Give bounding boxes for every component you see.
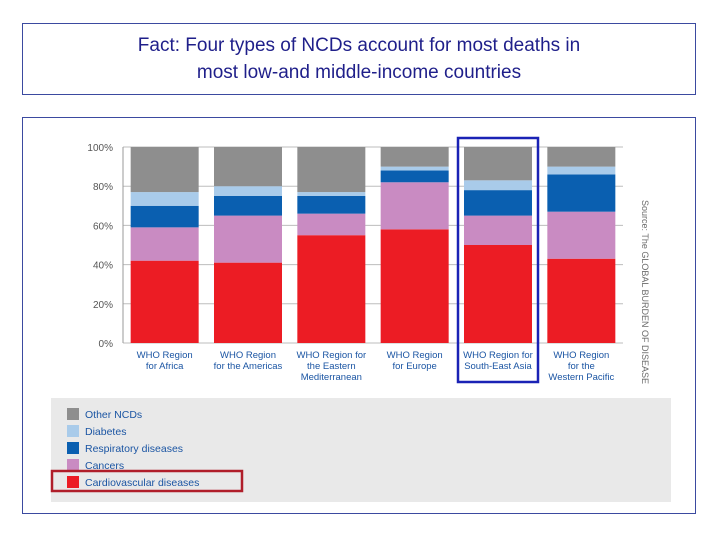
legend-label-cardiovascular-diseases: Cardiovascular diseases bbox=[85, 477, 199, 489]
legend-label-other-ncds: Other NCDs bbox=[85, 409, 142, 421]
x-tick-label: the Eastern bbox=[307, 361, 356, 372]
bar-segment-cardiovascular-diseases bbox=[380, 229, 449, 343]
bar-segment-other-ncds bbox=[297, 147, 366, 193]
bar-segment-cancers bbox=[297, 213, 366, 236]
bar-segment-respiratory-diseases bbox=[214, 196, 282, 216]
bar-segment-other-ncds bbox=[464, 147, 532, 181]
legend-swatch-cardiovascular-diseases bbox=[67, 476, 79, 488]
bar-segment-cardiovascular-diseases bbox=[297, 235, 366, 343]
bar-segment-diabetes bbox=[297, 192, 366, 196]
x-tick-label: WHO Region for bbox=[296, 350, 366, 361]
legend-swatch-diabetes bbox=[67, 425, 79, 437]
x-tick-label: South-East Asia bbox=[464, 361, 532, 372]
bar-segment-cancers bbox=[464, 215, 532, 245]
bar-segment-diabetes bbox=[214, 186, 282, 196]
x-tick-label: WHO Region bbox=[220, 350, 276, 361]
x-tick-label: for Africa bbox=[146, 361, 184, 372]
title-line-1: Fact: Four types of NCDs account for mos… bbox=[137, 35, 581, 56]
bar-segment-other-ncds bbox=[380, 147, 449, 167]
bar-segment-cancers bbox=[547, 211, 616, 259]
legend-label-respiratory-diseases: Respiratory diseases bbox=[85, 443, 183, 455]
bar-segment-diabetes bbox=[547, 166, 616, 175]
bar-segment-respiratory-diseases bbox=[547, 174, 616, 212]
highlight-box-column bbox=[456, 136, 540, 384]
title-line-2: most low-and middle-income countries bbox=[196, 62, 522, 83]
legend-background bbox=[51, 398, 671, 502]
y-tick-label: 60% bbox=[93, 221, 113, 232]
bar-segment-cancers bbox=[380, 182, 449, 230]
x-tick-label: WHO Region for bbox=[463, 350, 533, 361]
source-note: Source: The GLOBAL BURDEN OF DISEASE bbox=[640, 200, 650, 384]
slide-title: Fact: Four types of NCDs account for mos… bbox=[22, 23, 696, 95]
legend-label-diabetes: Diabetes bbox=[85, 426, 126, 438]
legend-swatch-cancers bbox=[67, 459, 79, 471]
x-tick-label: for the Americas bbox=[214, 361, 283, 372]
legend-label-cancers: Cancers bbox=[85, 460, 124, 472]
bar-segment-diabetes bbox=[464, 180, 532, 191]
x-tick-label: WHO Region bbox=[387, 350, 443, 361]
bar-segment-respiratory-diseases bbox=[464, 190, 532, 216]
bar-segment-cancers bbox=[130, 227, 199, 261]
bar-segment-cardiovascular-diseases bbox=[464, 245, 532, 343]
highlight-box-legend bbox=[50, 469, 244, 493]
bar-segment-diabetes bbox=[380, 166, 449, 171]
bar-segment-respiratory-diseases bbox=[380, 170, 449, 183]
x-tick-label: for the bbox=[568, 361, 595, 372]
bar-segment-cardiovascular-diseases bbox=[547, 258, 616, 343]
plot-background bbox=[121, 138, 631, 394]
y-tick-label: 40% bbox=[93, 261, 113, 272]
y-tick-label: 0% bbox=[99, 339, 114, 350]
y-tick-label: 100% bbox=[87, 143, 113, 154]
chart-frame: 0% 20% 40% 60% 80% 100% WHO Region for Africa WH… bbox=[22, 117, 696, 514]
bar-segment-cancers bbox=[214, 215, 282, 263]
bar-segment-cardiovascular-diseases bbox=[130, 260, 199, 343]
bar-segment-other-ncds bbox=[214, 147, 282, 187]
bar-segment-other-ncds bbox=[547, 147, 616, 167]
legend-swatch-other-ncds bbox=[67, 408, 79, 420]
y-tick-label: 80% bbox=[93, 182, 113, 193]
y-tick-label: 20% bbox=[93, 300, 113, 311]
x-tick-label: WHO Region bbox=[553, 350, 609, 361]
bar-segment-respiratory-diseases bbox=[130, 205, 199, 228]
x-tick-label: WHO Region bbox=[137, 350, 193, 361]
x-tick-label: Mediterranean bbox=[301, 372, 362, 383]
legend-swatch-respiratory-diseases bbox=[67, 442, 79, 454]
bar-segment-cardiovascular-diseases bbox=[214, 262, 282, 343]
bar-segment-diabetes bbox=[130, 192, 199, 206]
x-tick-label: for Europe bbox=[392, 361, 436, 372]
bar-segment-respiratory-diseases bbox=[297, 196, 366, 214]
x-tick-label: Western Pacific bbox=[548, 372, 614, 383]
legend: Other NCDs Diabetes Respiratory diseases Ca… bbox=[50, 398, 671, 502]
bar-segment-other-ncds bbox=[130, 147, 199, 193]
